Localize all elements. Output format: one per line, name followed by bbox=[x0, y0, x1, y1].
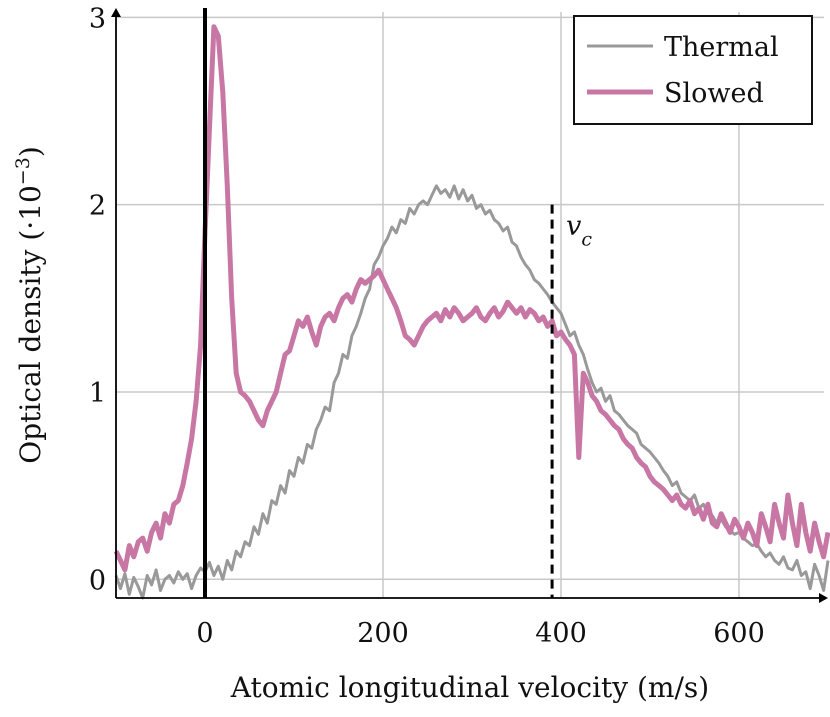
x-tick-label: 0 bbox=[196, 618, 213, 649]
y-tick-label: 3 bbox=[89, 3, 106, 34]
series-line-slowed bbox=[113, 24, 830, 573]
y-tick-label: 2 bbox=[89, 191, 106, 222]
legend-label-slowed: Slowed bbox=[664, 78, 764, 109]
tick-labels: 0 200 400 600 0 1 2 3 bbox=[89, 3, 765, 649]
y-tick-label: 1 bbox=[89, 378, 106, 409]
legend-label-thermal: Thermal bbox=[664, 32, 779, 63]
y-axis-label-close: ) bbox=[14, 146, 47, 157]
series-layer bbox=[113, 24, 830, 600]
y-axis-label-exponent: −3 bbox=[12, 157, 34, 185]
critical-velocity-subscript: c bbox=[581, 229, 592, 251]
x-axis-label: Atomic longitudinal velocity (m/s) bbox=[230, 671, 709, 704]
x-tick-label: 400 bbox=[535, 618, 587, 649]
y-axis-label-main: Optical density (·10 bbox=[14, 185, 47, 464]
y-axis-arrow bbox=[111, 8, 121, 17]
vertical-lines: vc bbox=[203, 8, 592, 598]
y-axis-label: Optical density (·10−3) bbox=[12, 146, 47, 464]
legend-box bbox=[573, 15, 813, 125]
y-tick-label: 0 bbox=[89, 565, 106, 596]
legend: Thermal Slowed bbox=[573, 15, 813, 125]
x-tick-label: 600 bbox=[713, 618, 765, 649]
axes bbox=[111, 8, 828, 603]
critical-velocity-label: vc bbox=[566, 211, 592, 251]
x-tick-label: 200 bbox=[357, 618, 409, 649]
x-axis-arrow bbox=[819, 593, 828, 603]
